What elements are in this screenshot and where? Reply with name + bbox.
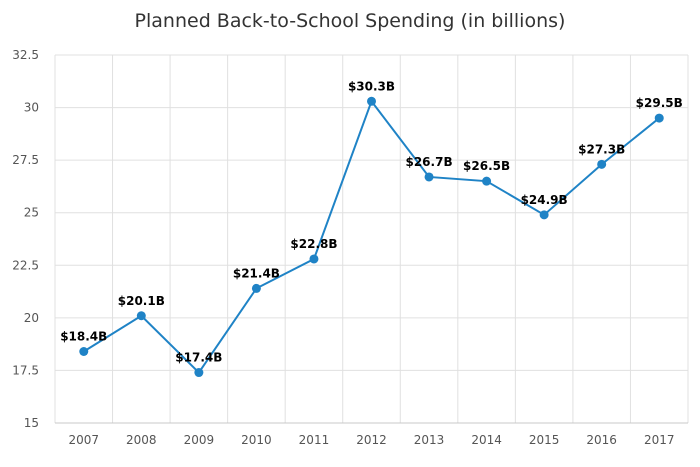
data-label: $30.3B [348, 79, 395, 93]
y-tick-label: 25 [24, 206, 39, 220]
data-point[interactable] [597, 159, 607, 169]
data-label: $26.7B [405, 155, 452, 169]
data-point[interactable] [367, 96, 376, 106]
x-tick-label: 2013 [414, 433, 445, 447]
y-tick-label: 20 [24, 311, 39, 325]
x-tick-label: 2008 [126, 433, 157, 447]
data-point[interactable] [482, 176, 492, 186]
data-point[interactable] [79, 347, 89, 357]
x-tick-label: 2011 [299, 433, 330, 447]
chart-title: Planned Back-to-School Spending (in bill… [135, 10, 566, 32]
data-labels: $18.4B $20.1B $17.4B $21.4B $22.8B $30.3B $26.… [60, 79, 683, 364]
data-point[interactable] [309, 254, 319, 264]
data-label: $18.4B [60, 330, 107, 344]
data-label: $22.8B [290, 237, 337, 251]
data-label: $17.4B [175, 351, 222, 365]
series-layer [79, 96, 664, 378]
data-label: $21.4B [233, 266, 280, 280]
x-tick-label: 2017 [644, 433, 675, 447]
y-tick-label: 22.5 [12, 258, 39, 272]
data-label: $20.1B [118, 294, 165, 308]
x-tick-label: 2014 [471, 433, 502, 447]
y-tick-label: 27.5 [12, 153, 39, 167]
data-point[interactable] [194, 368, 204, 378]
data-point[interactable] [539, 210, 549, 220]
y-axis: 15 17.5 20 22.5 25 27.5 30 32.5 [12, 48, 39, 430]
y-tick-label: 17.5 [12, 363, 39, 377]
data-label: $26.5B [463, 159, 510, 173]
y-tick-label: 32.5 [12, 48, 39, 62]
data-point[interactable] [654, 113, 664, 123]
x-axis: 2007 2008 2009 2010 2011 2012 2013 2014 2015 2016… [55, 422, 688, 447]
x-tick-label: 2015 [529, 433, 560, 447]
y-tick-label: 15 [24, 416, 39, 430]
data-point[interactable] [424, 172, 434, 182]
x-tick-label: 2012 [356, 433, 387, 447]
x-tick-label: 2007 [68, 433, 99, 447]
grid-lines [54, 54, 689, 424]
x-tick-label: 2009 [184, 433, 215, 447]
data-label: $24.9B [521, 193, 568, 207]
x-tick-label: 2016 [586, 433, 617, 447]
data-point[interactable] [136, 311, 146, 321]
x-tick-label: 2010 [241, 433, 272, 447]
data-label: $29.5B [636, 96, 683, 110]
data-point[interactable] [251, 283, 261, 293]
y-tick-label: 30 [24, 101, 39, 115]
data-label: $27.3B [578, 142, 625, 156]
